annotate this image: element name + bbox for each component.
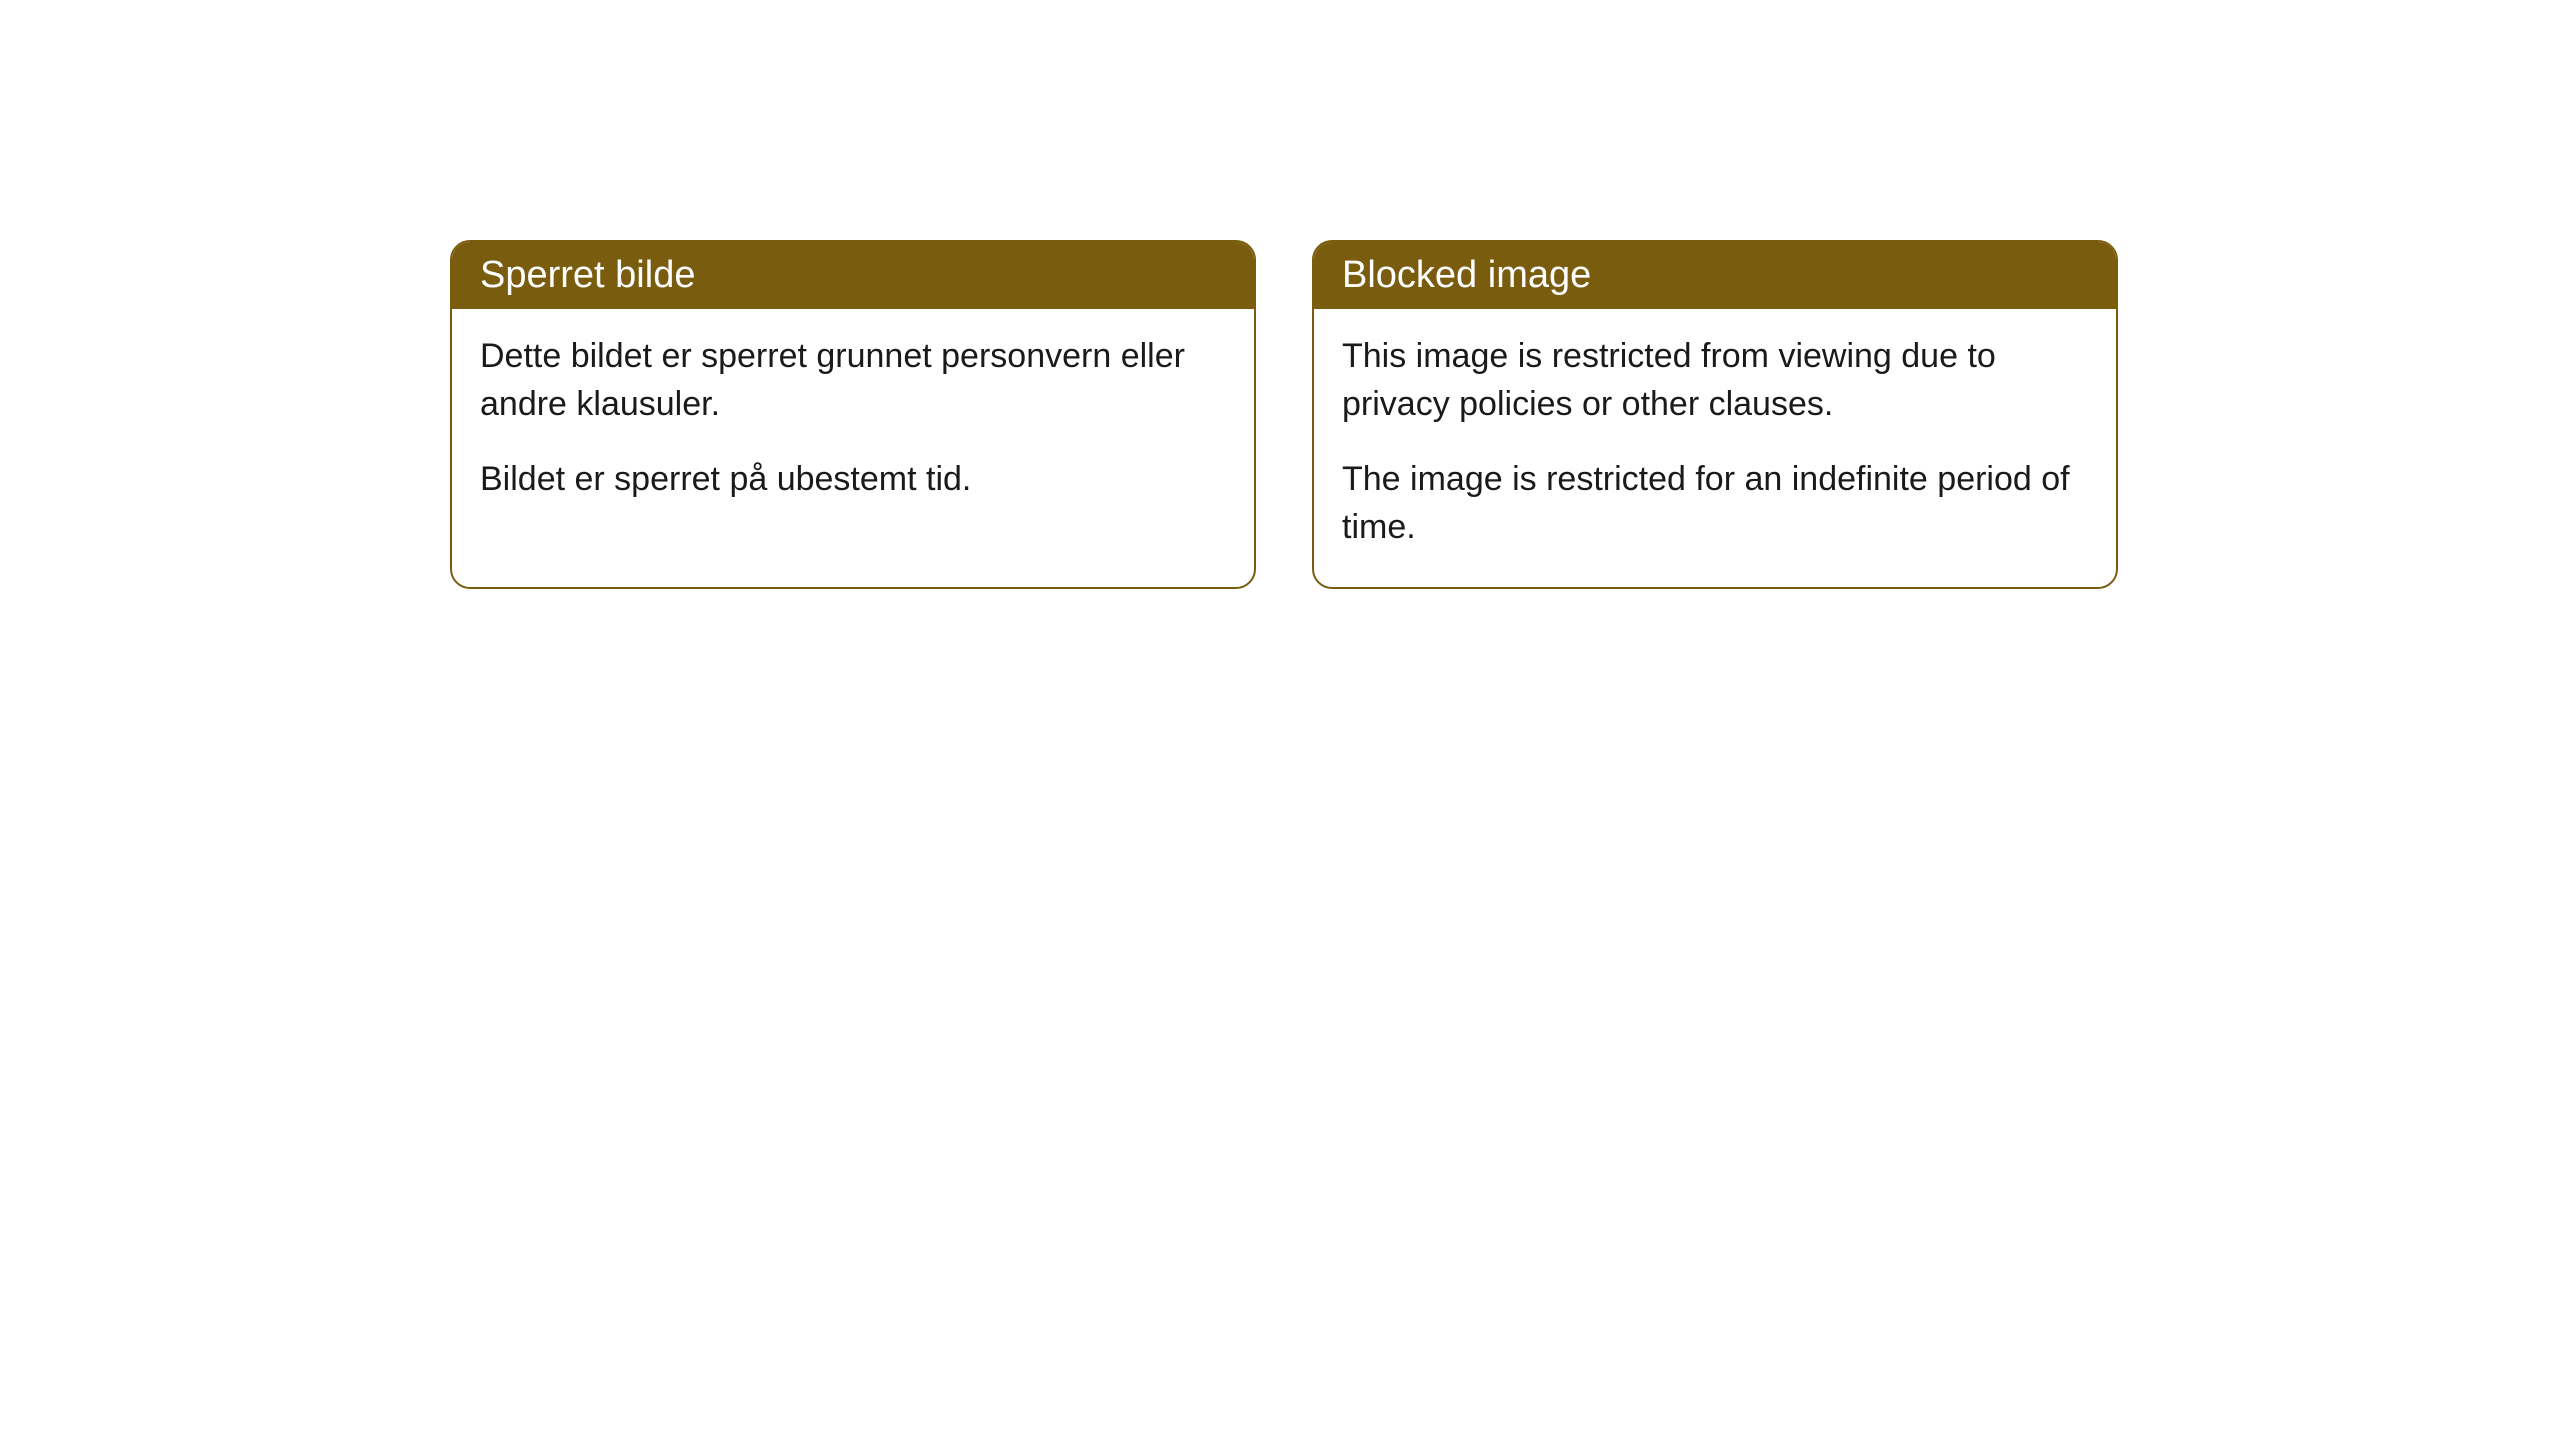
card-paragraph: This image is restricted from viewing du… — [1342, 333, 2088, 428]
card-paragraph: Bildet er sperret på ubestemt tid. — [480, 456, 1226, 504]
card-header: Sperret bilde — [452, 242, 1254, 309]
card-body: Dette bildet er sperret grunnet personve… — [452, 309, 1254, 540]
blocked-image-card-norwegian: Sperret bilde Dette bildet er sperret gr… — [450, 240, 1256, 589]
blocked-image-card-english: Blocked image This image is restricted f… — [1312, 240, 2118, 589]
card-title: Sperret bilde — [480, 254, 695, 296]
card-paragraph: The image is restricted for an indefinit… — [1342, 456, 2088, 551]
notice-cards-container: Sperret bilde Dette bildet er sperret gr… — [450, 240, 2118, 589]
card-title: Blocked image — [1342, 254, 1591, 296]
card-header: Blocked image — [1314, 242, 2116, 309]
card-body: This image is restricted from viewing du… — [1314, 309, 2116, 587]
card-paragraph: Dette bildet er sperret grunnet personve… — [480, 333, 1226, 428]
